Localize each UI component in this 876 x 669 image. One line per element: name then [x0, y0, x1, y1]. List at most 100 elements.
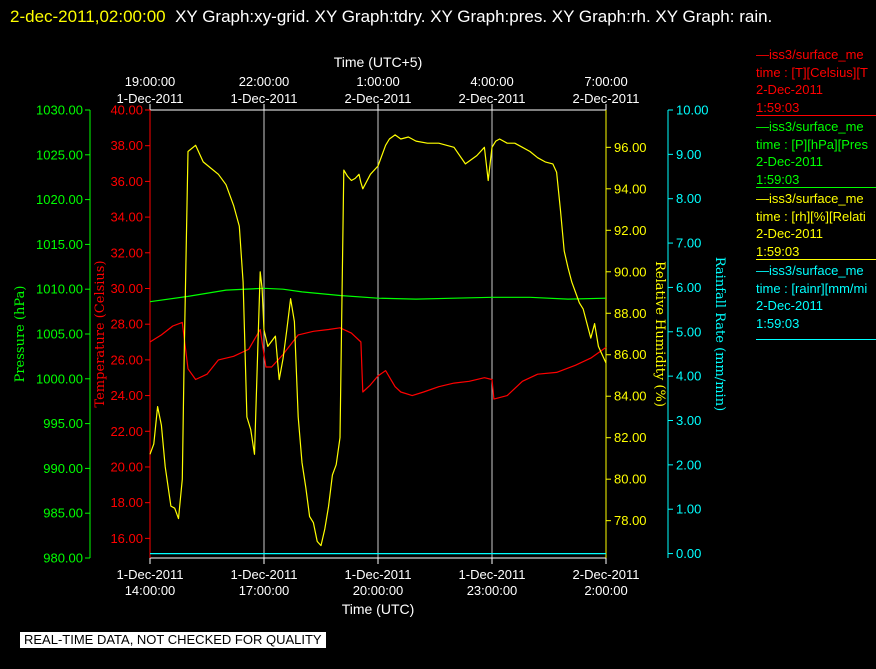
y-tick-label-rh: 86.00: [614, 347, 647, 362]
graph-title: 2-dec-2011,02:00:00 XY Graph:xy-grid. XY…: [10, 2, 860, 31]
y-tick-label-pres: 1030.00: [36, 103, 83, 118]
x-tick-label-time: 17:00:00: [239, 583, 290, 598]
legend-divider: [756, 259, 876, 260]
y-tick-label-rh: 92.00: [614, 223, 647, 238]
legend-divider: [756, 115, 876, 116]
y-tick-label-tdry: 30.00: [110, 281, 143, 296]
x-top-tick-label-time: 7:00:00: [584, 74, 627, 89]
y-tick-label-rain: 2.00: [676, 457, 701, 472]
legend-series-desc: time : [P][hPa][Pres: [756, 136, 868, 152]
y-tick-label-rain: 4.00: [676, 369, 701, 384]
y-tick-label-pres: 1015.00: [36, 237, 83, 252]
y-tick-label-pres: 1025.00: [36, 147, 83, 162]
y-tick-label-tdry: 38.00: [110, 138, 143, 153]
y-tick-label-pres: 985.00: [43, 506, 83, 521]
y-axis-label-tdry: Temperature (Celsius): [93, 260, 108, 407]
y-tick-label-rh: 94.00: [614, 181, 647, 196]
y-tick-label-tdry: 24.00: [110, 388, 143, 403]
legend-series-desc: time : [rainr][mm/mi: [756, 280, 868, 296]
x-tick-label-date: 1-Dec-2011: [117, 567, 184, 582]
series-line-tdry: [149, 321, 607, 400]
y-tick-label-tdry: 20.00: [110, 459, 143, 474]
x-top-tick-label-date: 2-Dec-2011: [573, 91, 640, 106]
y-tick-label-pres: 995.00: [43, 416, 83, 431]
y-tick-label-tdry: 34.00: [110, 210, 143, 225]
graph-list-label: XY Graph:xy-grid. XY Graph:tdry. XY Grap…: [175, 7, 773, 26]
y-axis-label-rh: Relative Humidity (%): [652, 261, 667, 407]
x-top-tick-label-date: 1-Dec-2011: [231, 91, 298, 106]
x-top-tick-label-date: 1-Dec-2011: [117, 91, 184, 106]
x-tick-label-date: 1-Dec-2011: [345, 567, 412, 582]
quality-warning: REAL-TIME DATA, NOT CHECKED FOR QUALITY: [20, 632, 326, 648]
y-tick-label-rh: 80.00: [614, 472, 647, 487]
y-tick-label-pres: 980.00: [43, 551, 83, 566]
series-line-pres: [149, 287, 607, 303]
legend-time: 1:59:03: [756, 99, 800, 115]
legend-series-desc: time : [T][Celsius][T: [756, 64, 868, 80]
y-tick-label-rh: 96.00: [614, 140, 647, 155]
y-tick-label-rain: 5.00: [676, 324, 701, 339]
legend-item-rain: —iss3/surface_me time : [rainr][mm/mi 2-…: [756, 262, 876, 340]
datetime-label: 2-dec-2011,02:00:00: [10, 7, 166, 26]
x-tick-label-date: 2-Dec-2011: [573, 567, 640, 582]
y-tick-label-pres: 990.00: [43, 461, 83, 476]
x-top-tick-label-time: 1:00:00: [356, 74, 399, 89]
y-tick-label-rain: 8.00: [676, 191, 701, 206]
x-axis-label: Time (UTC): [342, 601, 415, 617]
y-tick-label-tdry: 18.00: [110, 495, 143, 510]
legend-date: 2-Dec-2011: [756, 226, 823, 241]
y-tick-label-rain: 10.00: [676, 103, 709, 118]
legend-item-pres: —iss3/surface_me time : [P][hPa][Pres 2-…: [756, 118, 876, 188]
y-tick-label-pres: 1010.00: [36, 282, 83, 297]
y-tick-label-tdry: 26.00: [110, 352, 143, 367]
legend-series-name: —iss3/surface_me: [756, 47, 864, 62]
y-tick-label-rh: 78.00: [614, 513, 647, 528]
y-tick-label-rh: 82.00: [614, 430, 647, 445]
legend-time: 1:59:03: [756, 243, 800, 259]
x-tick-label-time: 2:00:00: [584, 583, 627, 598]
y-tick-label-tdry: 32.00: [110, 245, 143, 260]
y-tick-label-rain: 7.00: [676, 236, 701, 251]
y-tick-label-tdry: 16.00: [110, 531, 143, 546]
series-line-rh: [149, 134, 607, 547]
x-top-axis-label: Time (UTC+5): [334, 54, 423, 70]
y-tick-label-tdry: 36.00: [110, 174, 143, 189]
x-top-tick-label-date: 2-Dec-2011: [345, 91, 412, 106]
legend-item-rh: —iss3/surface_me time : [rh][%][Relati 2…: [756, 190, 876, 260]
y-tick-label-tdry: 22.00: [110, 424, 143, 439]
x-tick-label-time: 23:00:00: [467, 583, 518, 598]
y-tick-label-pres: 1005.00: [36, 327, 83, 342]
y-tick-label-rain: 1.00: [676, 502, 701, 517]
y-tick-label-rain: 9.00: [676, 147, 701, 162]
legend-series-name: —iss3/surface_me: [756, 119, 864, 134]
legend-divider: [756, 339, 876, 340]
y-axis-label-rain: Rainfall Rate (mm/min): [712, 257, 727, 411]
x-top-tick-label-time: 19:00:00: [125, 74, 176, 89]
y-tick-label-rh: 88.00: [614, 306, 647, 321]
x-top-tick-label-date: 2-Dec-2011: [459, 91, 526, 106]
y-tick-label-rh: 84.00: [614, 389, 647, 404]
y-tick-label-rh: 90.00: [614, 264, 647, 279]
y-tick-label-tdry: 40.00: [110, 103, 143, 118]
legend-time: 1:59:03: [756, 171, 800, 187]
legend-date: 2-Dec-2011: [756, 154, 823, 169]
y-tick-label-tdry: 28.00: [110, 317, 143, 332]
x-tick-label-date: 1-Dec-2011: [231, 567, 298, 582]
y-tick-label-rain: 6.00: [676, 280, 701, 295]
x-tick-label-time: 14:00:00: [125, 583, 176, 598]
y-tick-label-rain: 3.00: [676, 413, 701, 428]
legend-date: 2-Dec-2011: [756, 82, 823, 97]
legend-series-name: —iss3/surface_me: [756, 191, 864, 206]
x-top-tick-label-time: 22:00:00: [239, 74, 290, 89]
legend-date: 2-Dec-2011: [756, 298, 823, 313]
y-tick-label-pres: 1000.00: [36, 371, 83, 386]
legend-divider: [756, 187, 876, 188]
legend-series-desc: time : [rh][%][Relati: [756, 208, 866, 224]
legend-item-tdry: —iss3/surface_me time : [T][Celsius][T 2…: [756, 46, 876, 116]
legend-series-name: —iss3/surface_me: [756, 263, 864, 278]
y-axis-label-pres: Pressure (hPa): [13, 286, 28, 383]
legend-time: 1:59:03: [756, 315, 800, 331]
x-tick-label-time: 20:00:00: [353, 583, 404, 598]
y-tick-label-pres: 1020.00: [36, 192, 83, 207]
